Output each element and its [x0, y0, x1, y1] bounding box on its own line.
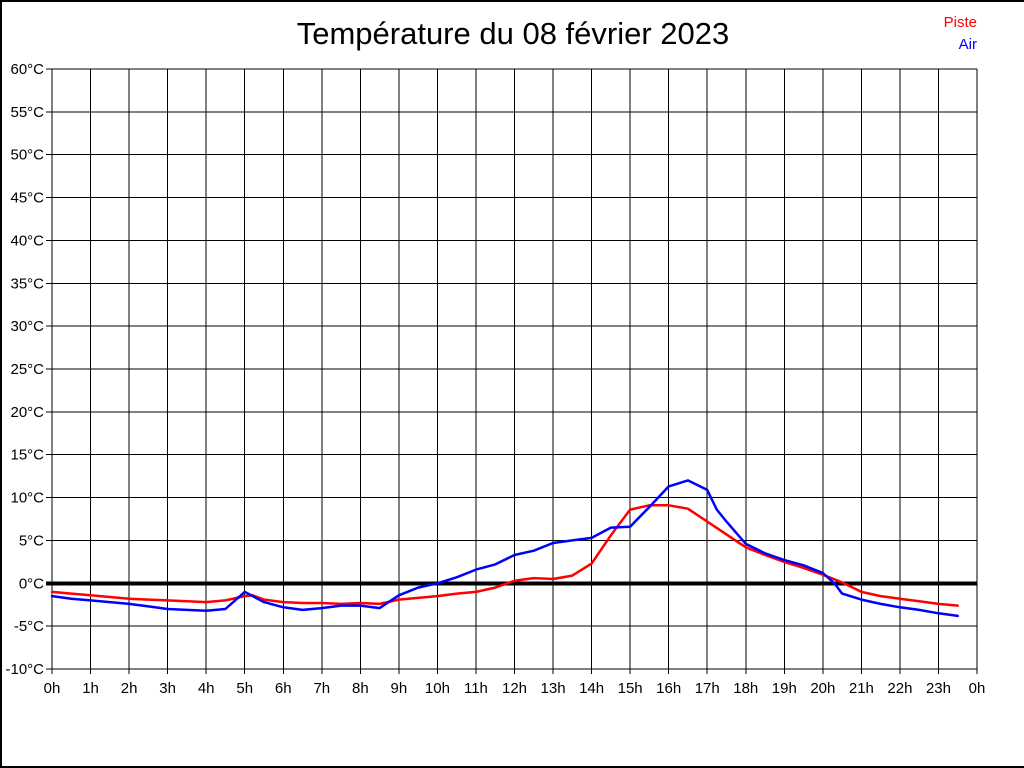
y-tick-label: 25°C — [10, 361, 44, 378]
legend-label-piste: Piste — [943, 14, 977, 31]
y-tick-label: 40°C — [10, 232, 44, 249]
legend-label-air: Air — [958, 36, 977, 53]
y-tick-label: 30°C — [10, 318, 44, 335]
x-tick-label: 17h — [695, 680, 720, 697]
x-tick-label: 23h — [926, 680, 951, 697]
x-tick-label: 0h — [44, 680, 61, 697]
y-tick-label: 15°C — [10, 447, 44, 464]
y-tick-label: 45°C — [10, 190, 44, 207]
x-tick-label: 10h — [425, 680, 450, 697]
series-line-piste — [50, 504, 959, 607]
x-tick-label: 16h — [656, 680, 681, 697]
x-tick-label: 21h — [849, 680, 874, 697]
x-tick-label: 18h — [733, 680, 758, 697]
x-tick-label: 15h — [618, 680, 643, 697]
y-tick-label: 50°C — [10, 147, 44, 164]
x-tick-label: 11h — [464, 680, 488, 697]
x-tick-label: 1h — [82, 680, 99, 697]
x-tick-label: 9h — [391, 680, 408, 697]
x-tick-label: 3h — [159, 680, 176, 697]
x-tick-label: 5h — [236, 680, 253, 697]
x-tick-label: 8h — [352, 680, 369, 697]
chart-title: Température du 08 février 2023 — [296, 16, 730, 51]
x-tick-label: 12h — [502, 680, 527, 697]
y-tick-label: 5°C — [19, 532, 44, 549]
x-tick-label: 4h — [198, 680, 215, 697]
x-tick-label: 14h — [579, 680, 604, 697]
y-tick-label: 20°C — [10, 404, 44, 421]
y-tick-label: 60°C — [10, 61, 44, 78]
x-tick-label: 0h — [969, 680, 986, 697]
y-tick-label: -5°C — [14, 618, 44, 635]
legend-item-piste: Piste — [857, 13, 977, 33]
x-tick-label: 7h — [313, 680, 330, 697]
x-tick-label: 6h — [275, 680, 292, 697]
y-tick-label: 35°C — [10, 275, 44, 292]
legend-item-air: Air — [857, 35, 977, 55]
y-tick-label: 55°C — [10, 104, 44, 121]
y-tick-label: 10°C — [10, 490, 44, 507]
x-tick-label: 19h — [772, 680, 797, 697]
x-tick-label: 22h — [887, 680, 912, 697]
y-tick-label: -10°C — [5, 661, 44, 678]
x-tick-label: 13h — [541, 680, 566, 697]
x-tick-label: 2h — [121, 680, 138, 697]
series-line-air — [50, 479, 959, 618]
x-tick-label: 20h — [810, 680, 835, 697]
y-tick-label: 0°C — [19, 575, 44, 592]
